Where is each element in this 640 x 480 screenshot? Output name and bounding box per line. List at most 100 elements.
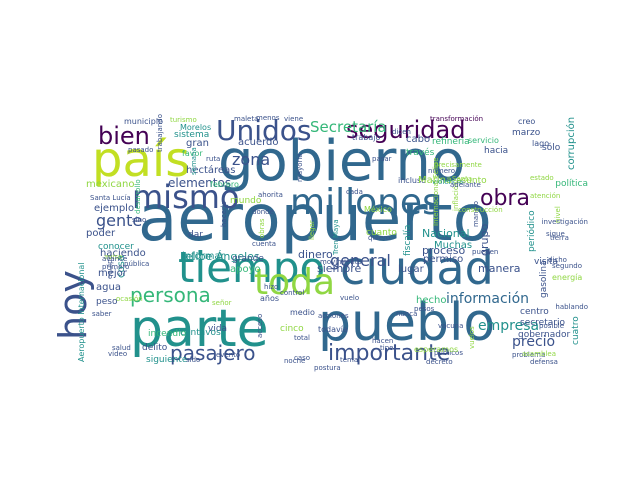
word-dinero: dinero — [298, 248, 333, 261]
word-adelante: adelante — [450, 181, 481, 189]
word-turismo: turismo — [170, 116, 197, 124]
word-cuenta: cuenta — [252, 240, 276, 248]
word-muchas: Muchas — [434, 240, 472, 251]
word-unidos: Unidos — [216, 114, 312, 147]
word-senor: señor — [212, 299, 232, 307]
word-trabajando: trabajando — [156, 114, 164, 152]
word-lugar: lugar — [398, 264, 425, 275]
word-siempre: siempre — [317, 262, 362, 275]
word-morelos: Morelos — [180, 123, 211, 132]
word-centavos: centavos — [180, 328, 221, 338]
word-precisamente: precisamente — [434, 161, 482, 169]
word-sistema: sistema — [174, 130, 209, 140]
word-medio: medio — [290, 308, 315, 317]
word-salud: salud — [112, 344, 131, 352]
word-gasolina: gasolina — [539, 260, 549, 298]
word-ciudad: ciudad — [340, 241, 494, 295]
word-problema: problema — [512, 351, 545, 359]
word-asunto: asunto — [456, 176, 487, 186]
word-bien: bien — [98, 122, 150, 150]
word-seguridad: seguridad — [346, 116, 465, 144]
word-informar: informar — [182, 251, 226, 262]
word-nivel: nivel — [554, 206, 562, 223]
word-violencia: violencia — [432, 178, 463, 186]
word-trabajo: trabajo — [352, 133, 381, 142]
word-menos: menos — [256, 114, 280, 122]
word-donde: donde — [252, 208, 274, 216]
word-avance: avance — [102, 255, 127, 263]
word-gente: gente — [96, 211, 142, 230]
word-agua: agua — [96, 282, 121, 293]
word-proceso: proceso — [422, 244, 466, 257]
word-apoyo: apoyo — [230, 264, 261, 275]
word-grande: grande — [232, 254, 264, 264]
word-vida: vida — [208, 324, 227, 334]
word-cinco: cinco — [280, 324, 304, 334]
word-vuelo: vuelo — [340, 294, 359, 302]
word-primero: primero — [102, 263, 129, 271]
word-acuerdo: acuerdo — [238, 137, 279, 148]
word-pueblo: pueblo — [318, 293, 495, 353]
word-vuelos: vuelos — [468, 326, 476, 349]
word-marzo: marzo — [512, 128, 541, 138]
word-aviso: aviso — [104, 253, 122, 261]
word-poder: poder — [86, 228, 116, 239]
word-ruta: ruta — [206, 155, 220, 163]
word-ahorita: ahorita — [258, 191, 283, 199]
word-acciones: acciones — [318, 312, 349, 320]
word-secretaria: Secretaría — [310, 118, 387, 136]
word-fiscalia: fiscalía — [403, 225, 413, 256]
word-traves: través — [406, 147, 435, 158]
word-postura: postura — [314, 364, 341, 372]
word-esperamos: esperamos — [414, 345, 458, 354]
word-hablando: hablando — [555, 303, 588, 311]
word-mundo: mundo — [230, 196, 262, 206]
word-semana: semana — [190, 147, 198, 175]
word-toda: toda — [254, 262, 335, 303]
word-hizo: hizo — [264, 283, 278, 291]
word-publicos: públicos — [434, 349, 463, 357]
word-desarrollo: desarrollo — [134, 179, 142, 214]
word-secretario: secretario — [520, 318, 565, 328]
word-vacuna: vacuna — [438, 322, 463, 330]
word-municipio: municipio — [124, 117, 163, 126]
word-saber: saber — [92, 310, 112, 318]
word-creo: creo — [518, 117, 535, 126]
word-hectareas: hectáreas — [186, 164, 235, 176]
word-mismo: mismo — [132, 178, 239, 216]
word-incluso: incluso — [398, 176, 426, 185]
word-general: general — [330, 251, 391, 270]
word-politica: política — [555, 179, 588, 189]
word-lago: lago — [532, 139, 549, 148]
word-obra: obra — [480, 186, 530, 211]
word-conocer: conocer — [98, 242, 134, 252]
word-maleta: maleta — [234, 115, 258, 123]
word-gobierno: gobierno — [218, 129, 465, 194]
word-hecho: hecho — [416, 295, 446, 306]
word-zona: zona — [232, 150, 270, 169]
word-favor: favor — [182, 149, 203, 158]
word-visita: visita — [534, 257, 558, 267]
word-periodico: periódico — [526, 210, 537, 252]
word-ocasion: ocasión — [116, 295, 143, 303]
word-dicen: dicen — [392, 128, 411, 136]
word-tren-maya: Tren Maya — [332, 219, 340, 256]
word-transformacion: transformación — [430, 115, 483, 123]
word-aeropuerto: aeropuerto — [138, 182, 492, 256]
word-pasar: pasar — [372, 155, 392, 163]
word-pasajero: pasajero — [170, 341, 256, 365]
word-delito: delito — [142, 343, 168, 353]
word-santa: Santa — [452, 175, 472, 183]
word-empresa: empresa — [478, 318, 539, 334]
word-hoy: hoy — [51, 270, 95, 340]
word-hacen: hacen — [372, 337, 393, 345]
word-pasado: pasado — [128, 146, 153, 154]
word-millones: millones — [290, 182, 441, 223]
word-tiempo: tiempo — [178, 243, 325, 292]
word-manejo: manejo — [472, 201, 480, 227]
word-parte: parte — [130, 299, 269, 359]
word-control: control — [280, 289, 304, 297]
word-permiso: permiso — [423, 254, 463, 265]
word-ejemplo: ejemplo — [94, 203, 134, 214]
word-persona: persona — [130, 283, 211, 307]
